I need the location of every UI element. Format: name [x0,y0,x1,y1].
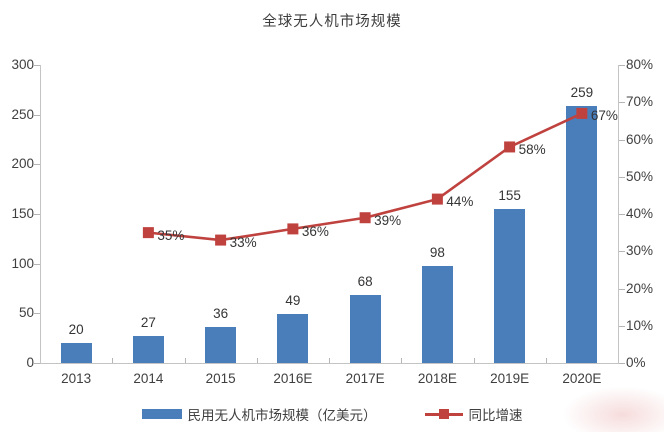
x-axis-label: 2017E [345,371,385,386]
bar-value-label: 36 [213,306,229,322]
y-axis-right-label: 20% [626,280,654,296]
y-axis-right-label: 40% [626,206,654,221]
bar [421,265,453,363]
legend-item-line-series: 同比增速 [424,404,523,424]
bar-value-label: 27 [140,315,156,331]
y-axis-right-tick [619,251,625,253]
y-axis-right-line [618,65,619,363]
line-marker-icon [287,223,299,235]
y-axis-right-tick [619,363,625,364]
x-axis-tick [401,358,403,363]
y-axis-right-label: 10% [626,317,654,333]
line-value-label: 67% [590,108,618,124]
legend-item-bar-series: 民用无人机市场规模（亿美元） [141,404,377,424]
line-value-label: 39% [374,212,402,228]
y-axis-right-tick [619,176,625,178]
y-axis-right-label: 60% [626,131,654,147]
y-axis-left-tick [34,114,40,116]
y-axis-left-tick [34,313,40,315]
y-axis-right-label: 70% [626,94,654,110]
y-axis-right-label: 0% [626,355,646,370]
y-axis-left-tick [34,65,40,66]
line-value-label: 35% [157,227,185,243]
x-axis-label: 2015 [205,371,236,386]
x-axis-tick [112,358,114,363]
x-axis-label: 2019E [490,371,530,386]
y-axis-left-label: 250 [11,106,34,122]
y-axis-left-label: 100 [11,255,34,271]
bar [277,314,309,363]
line-series-swatch-icon [424,408,463,420]
line-marker-icon [431,193,443,205]
y-axis-left-label: 300 [11,57,34,72]
bar [494,209,526,363]
y-axis-right-tick [619,288,625,290]
bar [60,343,92,363]
line-value-label: 44% [446,194,474,210]
x-axis-tick [473,358,475,363]
x-axis-tick [184,358,186,363]
y-axis-left-line [40,65,41,363]
y-axis-right-label: 50% [626,168,654,184]
bar [349,295,381,363]
bar [132,336,164,363]
y-axis-right-tick [619,214,625,215]
bar-value-label: 68 [357,274,373,290]
x-axis-label: 2014 [133,371,164,386]
x-axis-tick [329,358,330,363]
y-axis-left-tick [34,214,40,215]
bar-value-label: 20 [68,322,84,338]
x-axis-line [40,363,619,364]
line-marker-icon [215,234,227,246]
chart-title: 全球无人机市场规模 [262,14,402,30]
y-axis-right-tick [619,102,625,104]
line-marker-icon [359,212,371,224]
bar-value-label: 98 [429,244,445,260]
y-axis-right-tick [619,65,625,66]
bar-value-label: 49 [285,293,301,309]
y-axis-right-tick [619,325,625,327]
bar [205,327,237,363]
y-axis-left-tick [34,263,40,265]
y-axis-right-label: 30% [626,243,654,259]
y-axis-right-label: 80% [626,57,654,72]
legend-label-bar-series: 民用无人机市场规模（亿美元） [187,408,377,423]
y-axis-left-tick [34,164,40,166]
x-axis-tick [545,358,547,363]
x-axis-label: 2018E [417,371,457,386]
y-axis-right-tick [619,139,625,141]
bar-value-label: 259 [570,84,594,100]
line-value-label: 36% [301,223,329,239]
x-axis-label: 2013 [61,371,92,386]
y-axis-left-tick [34,363,40,364]
y-axis-left-label: 0 [26,355,34,370]
bar-value-label: 155 [498,188,521,204]
bar-series-swatch-icon [141,409,182,419]
line-swatch-square [438,409,449,419]
legend-label-line-series: 同比增速 [468,408,523,423]
line-value-label: 58% [518,141,546,157]
x-axis-label: 2020E [562,371,602,386]
y-axis-left-label: 150 [11,206,34,221]
legend: 民用无人机市场规模（亿美元） 同比增速 [0,403,664,425]
x-axis-label: 2016E [273,371,313,386]
line-marker-icon [142,227,154,239]
watermark-smudge [562,386,664,432]
bar [566,105,598,363]
line-value-label: 33% [229,235,257,251]
x-axis-tick [256,358,258,363]
line-marker-icon [504,141,516,153]
y-axis-left-label: 50 [18,305,34,321]
line-marker-icon [576,107,588,119]
y-axis-left-label: 200 [11,156,34,172]
